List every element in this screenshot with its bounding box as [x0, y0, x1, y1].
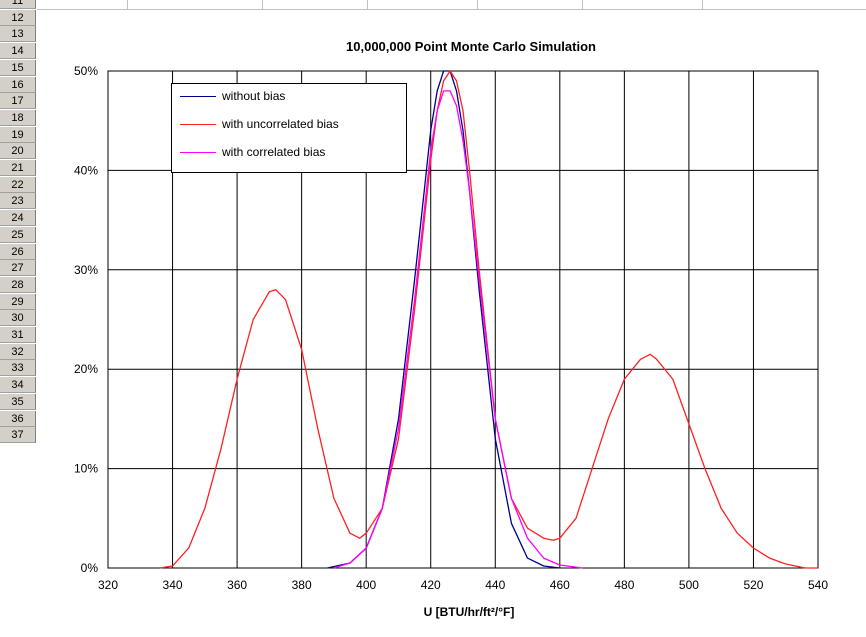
legend-swatch-with-uncorrelated-bias: [180, 124, 216, 125]
legend-item-without-bias: without bias: [172, 88, 406, 106]
series-line-with-uncorrelated-bias: [159, 70, 818, 569]
row-header[interactable]: 16: [0, 76, 36, 93]
row-header[interactable]: 33: [0, 360, 36, 377]
y-tick-label: 50%: [74, 64, 98, 78]
chart-area[interactable]: 320 340 360 380 400 420 440 460 480 500 520 540 0% 10…: [37, 10, 866, 637]
legend-item-with-uncorrelated-bias: with uncorrelated bias: [172, 116, 406, 134]
row-header[interactable]: 22: [0, 176, 36, 193]
row-header[interactable]: 18: [0, 109, 36, 126]
row-headers: 11 12 13 14 15 16 17 18 19 20 21 22 23 24 25 26 27 28 29 30…: [0, 0, 37, 637]
row-header[interactable]: 20: [0, 143, 36, 160]
row-header[interactable]: 27: [0, 260, 36, 277]
row-header[interactable]: 30: [0, 310, 36, 327]
x-tick-label: 360: [227, 578, 247, 592]
row-header[interactable]: 25: [0, 226, 36, 243]
x-tick-label: 520: [743, 578, 763, 592]
x-tick-label: 480: [614, 578, 634, 592]
row-header[interactable]: 12: [0, 9, 36, 26]
row-header[interactable]: 13: [0, 26, 36, 43]
row-header[interactable]: 15: [0, 59, 36, 76]
row-header[interactable]: 21: [0, 160, 36, 176]
row-header[interactable]: 37: [0, 427, 36, 444]
y-tick-label: 0%: [81, 561, 99, 575]
legend-label-with-correlated-bias: with correlated bias: [222, 145, 326, 159]
chart-svg: 320 340 360 380 400 420 440 460 480 500 520 540 0% 10…: [74, 39, 828, 619]
legend-swatch-without-bias: [180, 96, 216, 97]
series-line-with-correlated-bias: [333, 90, 583, 569]
x-tick-label: 400: [356, 578, 376, 592]
x-tick-label: 340: [163, 578, 183, 592]
x-axis-label: U [BTU/hr/ft²/°F]: [424, 605, 515, 619]
row-header[interactable]: 11: [0, 0, 36, 9]
row-header[interactable]: 24: [0, 210, 36, 227]
row-header[interactable]: 36: [0, 410, 36, 427]
row-header[interactable]: 28: [0, 276, 36, 293]
row-header[interactable]: 31: [0, 327, 36, 343]
x-tick-label: 420: [421, 578, 441, 592]
x-tick-label: 460: [550, 578, 570, 592]
row-header[interactable]: 35: [0, 393, 36, 410]
legend-label-without-bias: without bias: [222, 89, 286, 103]
row-header[interactable]: 32: [0, 343, 36, 360]
row-header[interactable]: 19: [0, 126, 36, 143]
legend[interactable]: without bias with uncorrelated bias with…: [171, 83, 407, 173]
row-header[interactable]: 23: [0, 193, 36, 210]
x-tick-label: 500: [679, 578, 699, 592]
legend-item-with-correlated-bias: with correlated bias: [172, 144, 406, 162]
row-header[interactable]: 29: [0, 293, 36, 310]
y-tick-label: 40%: [74, 163, 98, 177]
x-tick-label: 440: [485, 578, 505, 592]
legend-label-with-uncorrelated-bias: with uncorrelated bias: [222, 117, 339, 131]
y-tick-label: 30%: [74, 263, 98, 277]
chart-title: 10,000,000 Point Monte Carlo Simulation: [346, 39, 596, 54]
plot-border: [107, 70, 819, 569]
row-header[interactable]: 26: [0, 243, 36, 260]
y-tick-label: 20%: [74, 362, 98, 376]
x-tick-label: 320: [98, 578, 118, 592]
row-header[interactable]: 34: [0, 377, 36, 394]
y-tick-label: 10%: [74, 462, 98, 476]
row-header[interactable]: 17: [0, 93, 36, 110]
x-tick-label: 540: [808, 578, 828, 592]
partial-data-row: [37, 0, 866, 10]
legend-swatch-with-correlated-bias: [180, 152, 216, 153]
row-header[interactable]: 14: [0, 43, 36, 60]
x-tick-label: 380: [292, 578, 312, 592]
